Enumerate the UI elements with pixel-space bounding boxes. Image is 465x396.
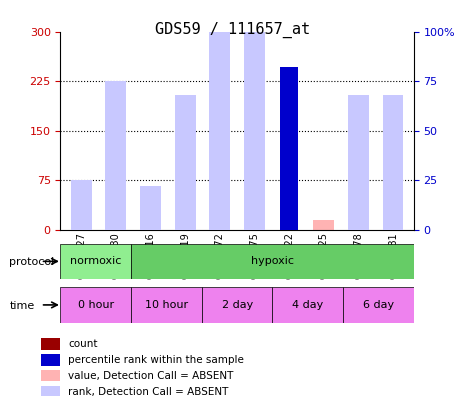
Text: rank, Detection Call = ABSENT: rank, Detection Call = ABSENT <box>68 386 228 396</box>
Bar <box>175 95 196 230</box>
Bar <box>272 287 343 323</box>
Bar <box>131 244 414 279</box>
Bar <box>280 67 299 230</box>
Bar <box>383 95 404 230</box>
Text: normoxic: normoxic <box>70 256 121 267</box>
Bar <box>60 244 131 279</box>
Bar <box>71 185 92 230</box>
Bar <box>131 287 202 323</box>
Bar <box>140 186 161 230</box>
Bar <box>348 144 369 230</box>
Text: percentile rank within the sample: percentile rank within the sample <box>68 355 244 365</box>
Bar <box>244 38 265 230</box>
Bar <box>343 287 414 323</box>
Bar <box>209 45 230 230</box>
Bar <box>348 95 369 230</box>
Bar <box>202 287 272 323</box>
Bar <box>209 0 230 230</box>
Bar <box>106 137 126 230</box>
Bar <box>106 81 126 230</box>
Text: count: count <box>68 339 97 349</box>
Bar <box>383 147 404 230</box>
Text: 0 hour: 0 hour <box>78 300 114 310</box>
Text: protocol: protocol <box>9 257 54 267</box>
Bar <box>71 180 92 230</box>
Text: 2 day: 2 day <box>221 300 253 310</box>
Bar <box>175 150 196 230</box>
Bar <box>244 0 265 230</box>
Text: hypoxic: hypoxic <box>251 256 294 267</box>
Text: 6 day: 6 day <box>363 300 394 310</box>
Bar <box>41 386 60 396</box>
Bar <box>60 287 131 323</box>
Bar <box>41 338 60 350</box>
Bar <box>140 187 161 230</box>
Text: value, Detection Call = ABSENT: value, Detection Call = ABSENT <box>68 371 233 381</box>
Text: 10 hour: 10 hour <box>145 300 188 310</box>
Text: 4 day: 4 day <box>292 300 324 310</box>
Text: time: time <box>9 301 34 311</box>
Bar <box>41 354 60 366</box>
Bar <box>41 370 60 381</box>
Text: GDS59 / 111657_at: GDS59 / 111657_at <box>155 22 310 38</box>
Bar <box>313 220 334 230</box>
Bar <box>280 121 299 230</box>
